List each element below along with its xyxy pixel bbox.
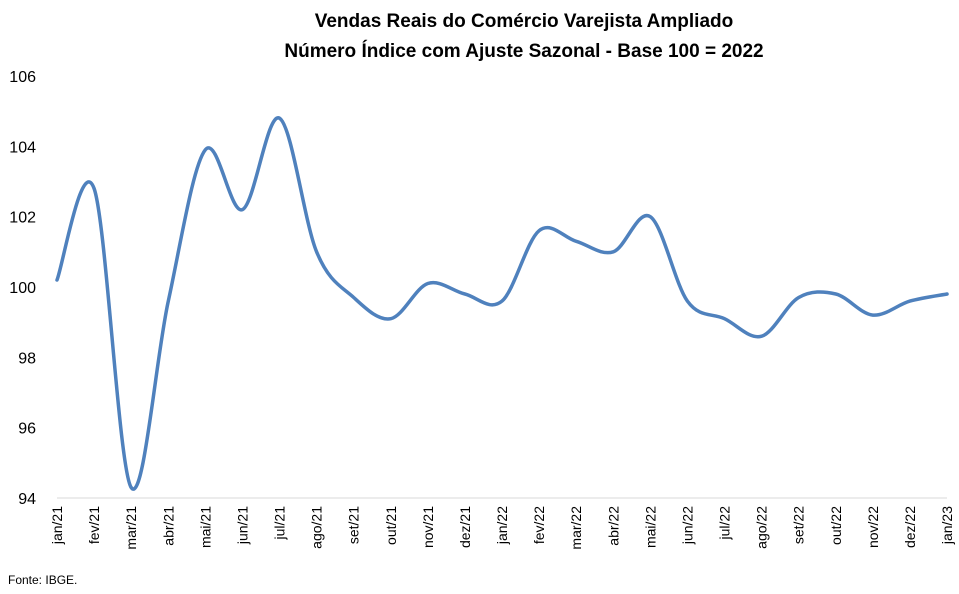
x-tick-label: out/22 bbox=[828, 506, 844, 545]
x-tick-label: jan/23 bbox=[939, 506, 955, 545]
x-tick-label: set/22 bbox=[791, 506, 807, 544]
x-tick-label: mai/22 bbox=[642, 506, 658, 548]
x-tick-label: jan/21 bbox=[49, 506, 65, 545]
chart-subtitle: Número Índice com Ajuste Sazonal - Base … bbox=[284, 40, 763, 62]
y-axis: 94 96 98 100 102 104 106 bbox=[9, 69, 36, 508]
x-tick-label: ago/21 bbox=[309, 506, 325, 549]
x-tick-label: jul/22 bbox=[717, 506, 733, 541]
x-tick-label: set/21 bbox=[346, 506, 362, 544]
x-tick-label: abr/21 bbox=[160, 506, 176, 546]
x-tick-label: jun/22 bbox=[679, 506, 695, 545]
y-tick-label: 102 bbox=[9, 210, 36, 227]
y-tick-label: 96 bbox=[18, 421, 36, 438]
x-tick-label: ago/22 bbox=[754, 506, 770, 549]
x-tick-label: jun/21 bbox=[234, 506, 250, 545]
x-tick-label: nov/22 bbox=[865, 506, 881, 548]
source-note: Fonte: IBGE. bbox=[8, 573, 78, 587]
y-tick-label: 100 bbox=[9, 280, 36, 297]
x-tick-label: mai/21 bbox=[197, 506, 213, 548]
x-tick-label: fev/21 bbox=[86, 506, 102, 544]
x-tick-label: dez/22 bbox=[902, 506, 918, 548]
y-tick-label: 94 bbox=[18, 491, 36, 508]
x-tick-label: mar/21 bbox=[123, 506, 139, 550]
y-tick-label: 104 bbox=[9, 139, 36, 156]
y-tick-label: 98 bbox=[18, 350, 36, 367]
x-tick-label: abr/22 bbox=[605, 506, 621, 546]
x-tick-label: jul/21 bbox=[272, 506, 288, 541]
y-tick-label: 106 bbox=[9, 69, 36, 86]
x-tick-label: fev/22 bbox=[531, 506, 547, 544]
x-tick-label: jan/22 bbox=[494, 506, 510, 545]
x-tick-label: mar/22 bbox=[568, 506, 584, 550]
chart-title: Vendas Reais do Comércio Varejista Ampli… bbox=[315, 11, 734, 32]
series-line bbox=[55, 116, 949, 491]
x-axis: jan/21 fev/21 mar/21 abr/21 mai/21 jun/21 jul/… bbox=[49, 506, 955, 550]
x-tick-label: nov/21 bbox=[420, 506, 436, 548]
line-chart: Vendas Reais do Comércio Varejista Ampli… bbox=[9, 11, 955, 550]
x-tick-label: out/21 bbox=[383, 506, 399, 545]
x-tick-label: dez/21 bbox=[457, 506, 473, 548]
